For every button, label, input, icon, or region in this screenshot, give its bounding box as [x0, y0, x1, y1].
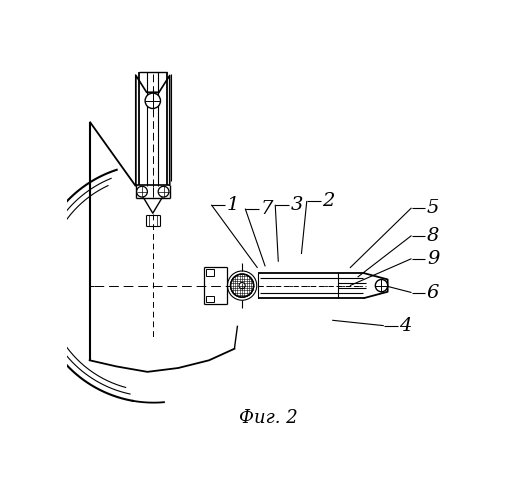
Circle shape	[375, 280, 388, 292]
Circle shape	[239, 282, 245, 288]
Circle shape	[158, 186, 169, 197]
Text: 2: 2	[322, 192, 335, 210]
Text: 5: 5	[427, 199, 440, 217]
Text: 6: 6	[427, 284, 440, 302]
Circle shape	[137, 186, 147, 197]
Text: 8: 8	[427, 226, 440, 244]
Text: 3: 3	[291, 196, 303, 214]
Text: 9: 9	[427, 250, 440, 268]
Text: 7: 7	[260, 200, 273, 218]
Text: 1: 1	[227, 196, 239, 214]
Text: Фиг. 2: Фиг. 2	[239, 409, 298, 427]
Bar	[206, 270, 213, 276]
Circle shape	[231, 274, 254, 297]
Text: 4: 4	[399, 316, 411, 334]
Circle shape	[145, 93, 160, 108]
Bar	[206, 296, 213, 302]
